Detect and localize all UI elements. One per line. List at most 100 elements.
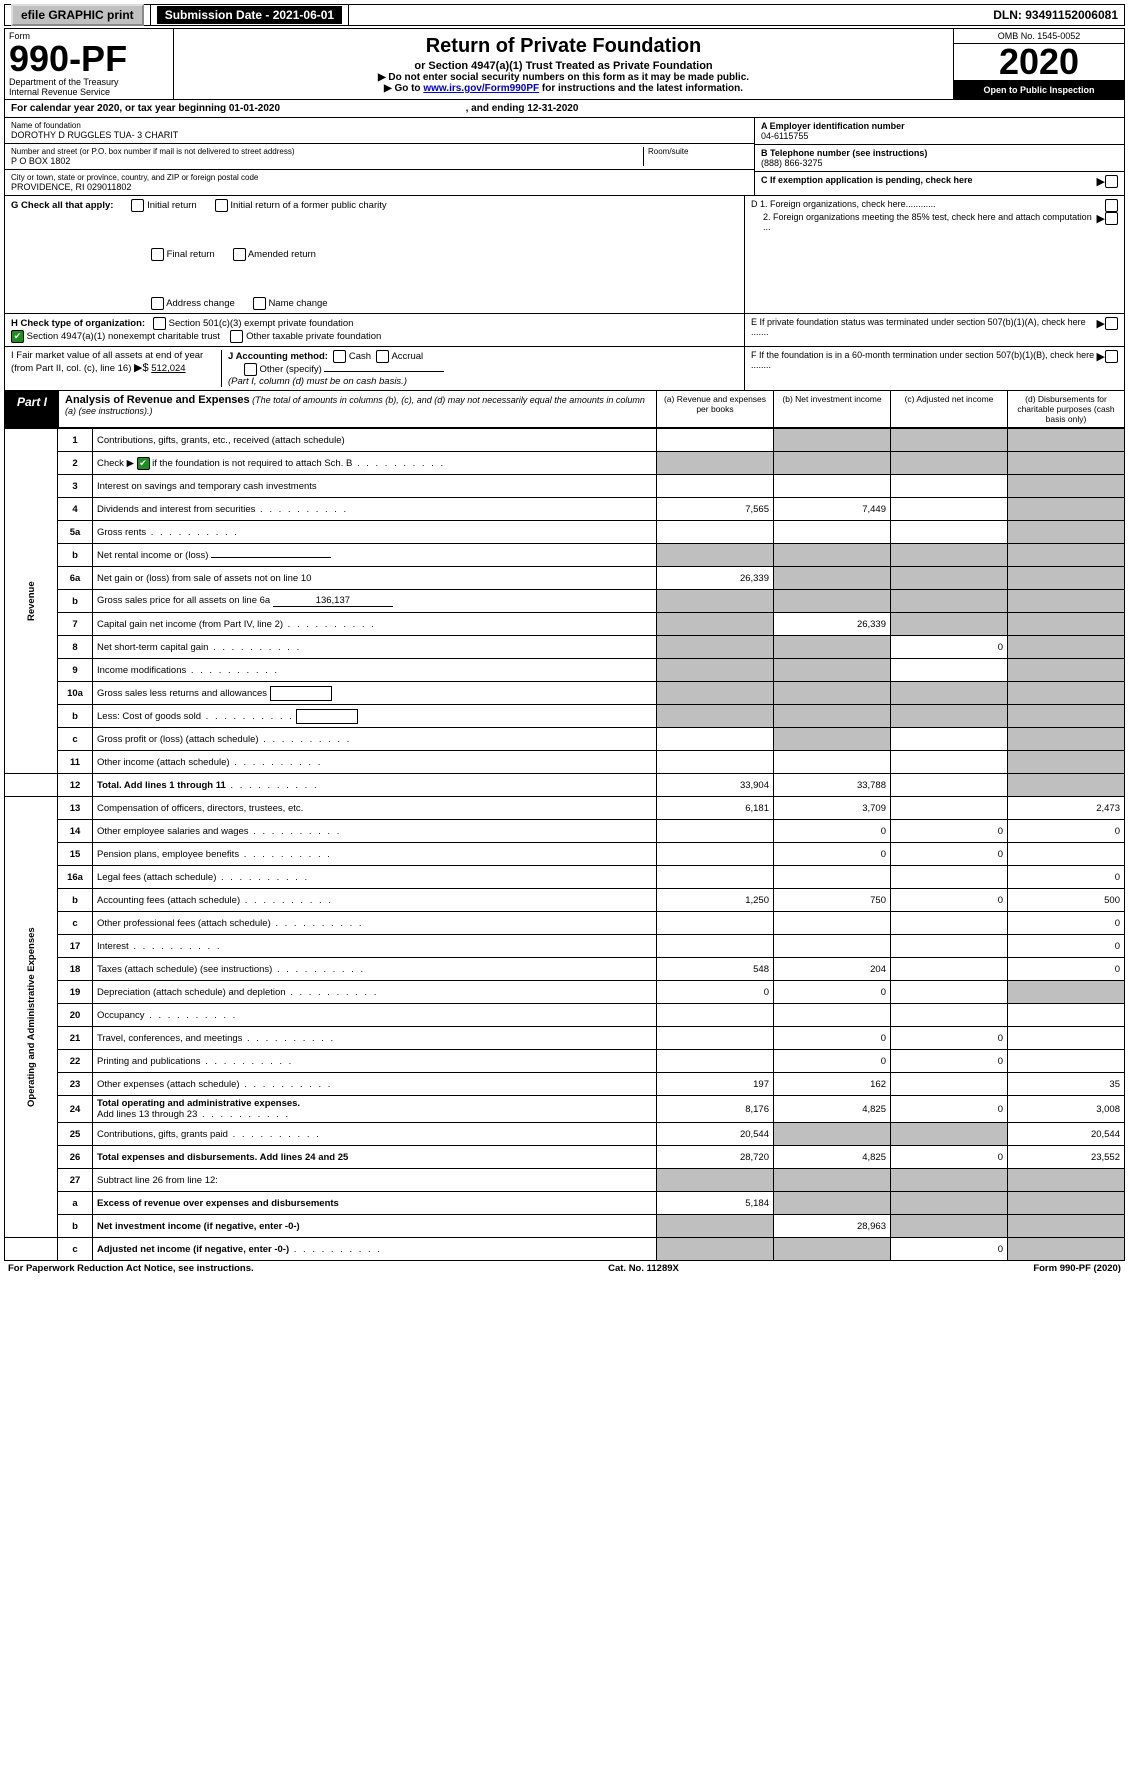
table-row: 21Travel, conferences, and meetings00 — [5, 1027, 1125, 1050]
tel-label: B Telephone number (see instructions) — [761, 148, 1118, 158]
table-row: Revenue 1Contributions, gifts, grants, e… — [5, 429, 1125, 452]
open-public-badge: Open to Public Inspection — [954, 81, 1124, 99]
table-row: bGross sales price for all assets on lin… — [5, 590, 1125, 613]
table-row: 2 Check ▶ if the foundation is not requi… — [5, 452, 1125, 475]
page-footer: For Paperwork Reduction Act Notice, see … — [4, 1261, 1125, 1276]
table-row: 25Contributions, gifts, grants paid20,54… — [5, 1123, 1125, 1146]
entity-info: Name of foundation DOROTHY D RUGGLES TUA… — [4, 118, 1125, 196]
table-row: cAdjusted net income (if negative, enter… — [5, 1238, 1125, 1261]
j-accrual[interactable] — [376, 350, 389, 363]
dln: DLN: 93491152006081 — [987, 5, 1124, 25]
table-row: 12Total. Add lines 1 through 1133,90433,… — [5, 774, 1125, 797]
g-name-change[interactable] — [253, 297, 266, 310]
city: PROVIDENCE, RI 029011802 — [11, 182, 748, 192]
table-row: 24Total operating and administrative exp… — [5, 1096, 1125, 1123]
telephone: (888) 866-3275 — [761, 158, 1118, 168]
h-other-taxable[interactable] — [230, 330, 243, 343]
address-label: Number and street (or P.O. box number if… — [11, 147, 643, 156]
d1-checkbox[interactable] — [1105, 199, 1118, 212]
ssn-note: ▶ Do not enter social security numbers o… — [178, 72, 949, 83]
table-row: bAccounting fees (attach schedule)1,2507… — [5, 889, 1125, 912]
irs-label: Internal Revenue Service — [9, 87, 169, 97]
form-title: Return of Private Foundation — [178, 35, 949, 58]
form-number: 990-PF — [9, 41, 169, 77]
table-row: bNet investment income (if negative, ent… — [5, 1215, 1125, 1238]
f-checkbox[interactable] — [1105, 350, 1118, 363]
g-initial-return[interactable] — [131, 199, 144, 212]
form-header: Form 990-PF Department of the Treasury I… — [4, 28, 1125, 100]
c-checkbox[interactable] — [1105, 175, 1118, 188]
part1-header: Part I Analysis of Revenue and Expenses … — [4, 391, 1125, 428]
dept-label: Department of the Treasury — [9, 77, 169, 87]
table-row: cGross profit or (loss) (attach schedule… — [5, 728, 1125, 751]
j-other[interactable] — [244, 363, 257, 376]
table-row: cOther professional fees (attach schedul… — [5, 912, 1125, 935]
expenses-side-label: Operating and Administrative Expenses — [5, 797, 58, 1238]
table-row: bLess: Cost of goods sold — [5, 705, 1125, 728]
g-address-change[interactable] — [151, 297, 164, 310]
cat-no: Cat. No. 11289X — [608, 1263, 679, 1274]
c-label: C If exemption application is pending, c… — [761, 175, 1097, 185]
part1-title: Analysis of Revenue and Expenses — [65, 394, 250, 406]
gross-sales-price: 136,137 — [273, 595, 393, 607]
room-label: Room/suite — [648, 147, 748, 156]
f-label: F If the foundation is in a 60-month ter… — [751, 350, 1097, 370]
d2-label: 2. Foreign organizations meeting the 85%… — [751, 212, 1097, 232]
col-d-header: (d) Disbursements for charitable purpose… — [1007, 391, 1124, 427]
paperwork-notice: For Paperwork Reduction Act Notice, see … — [8, 1263, 254, 1274]
table-row: 16aLegal fees (attach schedule)0 — [5, 866, 1125, 889]
part1-table: Revenue 1Contributions, gifts, grants, e… — [4, 428, 1125, 1261]
col-a-header: (a) Revenue and expenses per books — [656, 391, 773, 427]
form-subtitle: or Section 4947(a)(1) Trust Treated as P… — [178, 60, 949, 72]
table-row: 8Net short-term capital gain0 — [5, 636, 1125, 659]
h-501c3[interactable] — [153, 317, 166, 330]
form-link[interactable]: www.irs.gov/Form990PF — [423, 83, 539, 94]
table-row: 4Dividends and interest from securities7… — [5, 498, 1125, 521]
h-4947a1[interactable] — [11, 330, 24, 343]
city-label: City or town, state or province, country… — [11, 173, 748, 182]
col-c-header: (c) Adjusted net income — [890, 391, 1007, 427]
table-row: 20Occupancy — [5, 1004, 1125, 1027]
part1-label: Part I — [5, 391, 59, 427]
d2-checkbox[interactable] — [1105, 212, 1118, 225]
tax-year: 2020 — [954, 44, 1124, 81]
ein-label: A Employer identification number — [761, 121, 1118, 131]
table-row: 23Other expenses (attach schedule)197162… — [5, 1073, 1125, 1096]
fmv-value: 512,024 — [151, 363, 185, 374]
table-row: Operating and Administrative Expenses 13… — [5, 797, 1125, 820]
submission-date: Submission Date - 2021-06-01 — [151, 5, 349, 25]
table-row: 5aGross rents — [5, 521, 1125, 544]
g-amended-return[interactable] — [233, 248, 246, 261]
g-final-return[interactable] — [151, 248, 164, 261]
table-row: 15Pension plans, employee benefits00 — [5, 843, 1125, 866]
table-row: 7Capital gain net income (from Part IV, … — [5, 613, 1125, 636]
table-row: 3Interest on savings and temporary cash … — [5, 475, 1125, 498]
table-row: 26Total expenses and disbursements. Add … — [5, 1146, 1125, 1169]
table-row: 18Taxes (attach schedule) (see instructi… — [5, 958, 1125, 981]
calendar-year-row: For calendar year 2020, or tax year begi… — [4, 100, 1125, 118]
table-row: 17Interest0 — [5, 935, 1125, 958]
table-row: 14Other employee salaries and wages000 — [5, 820, 1125, 843]
e-label: E If private foundation status was termi… — [751, 317, 1097, 337]
table-row: 11Other income (attach schedule) — [5, 751, 1125, 774]
d1-label: D 1. Foreign organizations, check here..… — [751, 199, 1105, 209]
table-row: 19Depreciation (attach schedule) and dep… — [5, 981, 1125, 1004]
g-initial-former[interactable] — [215, 199, 228, 212]
g-label: G Check all that apply: — [11, 200, 113, 211]
table-row: 6aNet gain or (loss) from sale of assets… — [5, 567, 1125, 590]
ein: 04-6115755 — [761, 131, 1118, 141]
table-row: aExcess of revenue over expenses and dis… — [5, 1192, 1125, 1215]
table-row: 22Printing and publications00 — [5, 1050, 1125, 1073]
form-footer: Form 990-PF (2020) — [1033, 1263, 1121, 1274]
table-row: 27Subtract line 26 from line 12: — [5, 1169, 1125, 1192]
table-row: bNet rental income or (loss) — [5, 544, 1125, 567]
j-cash[interactable] — [333, 350, 346, 363]
j-label: J Accounting method: — [228, 351, 328, 362]
foundation-name-label: Name of foundation — [11, 121, 748, 130]
top-bar: efile GRAPHIC print Submission Date - 20… — [4, 4, 1125, 26]
schb-checkbox[interactable] — [137, 457, 150, 470]
e-checkbox[interactable] — [1105, 317, 1118, 330]
foundation-name: DOROTHY D RUGGLES TUA- 3 CHARIT — [11, 130, 748, 140]
efile-button[interactable]: efile GRAPHIC print — [5, 5, 151, 25]
h-label: H Check type of organization: — [11, 318, 145, 329]
